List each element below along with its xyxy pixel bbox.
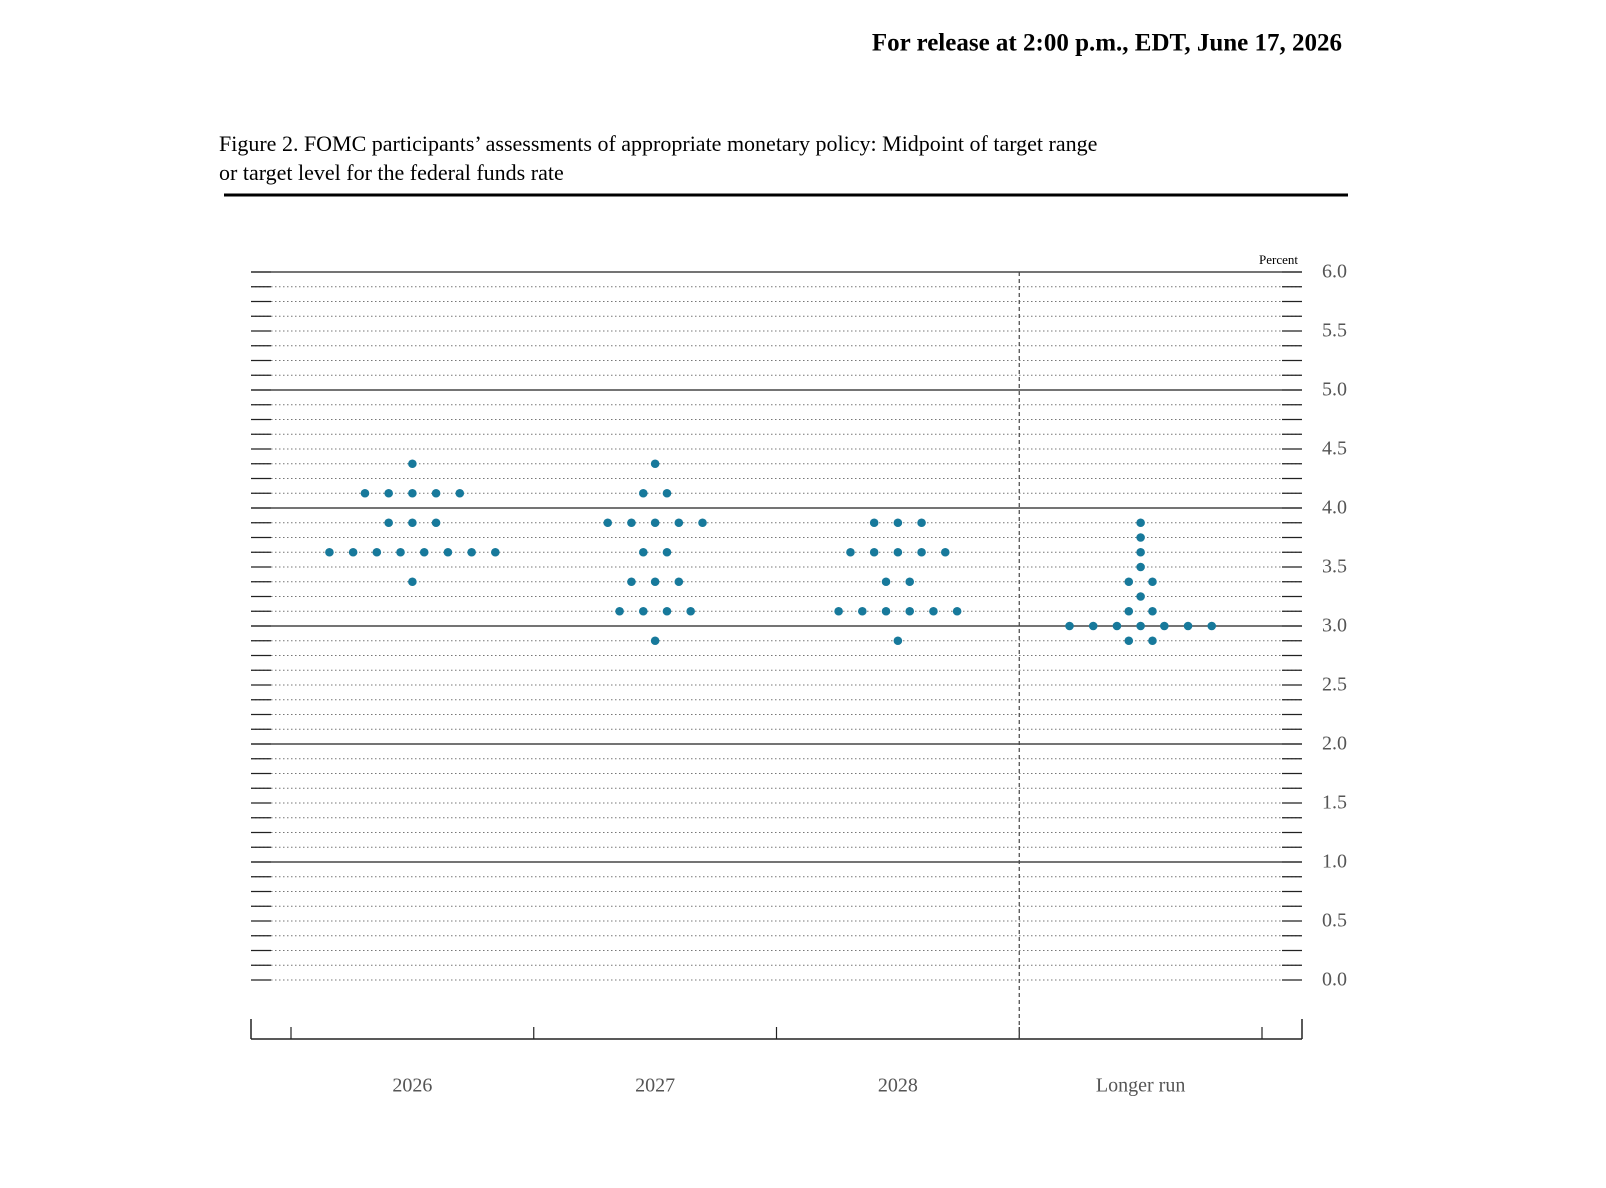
dot — [627, 577, 636, 587]
x-tick-label: 2027 — [635, 1075, 675, 1097]
dot — [881, 606, 891, 616]
y-tick-label: 0.0 — [1322, 969, 1347, 991]
dot — [1065, 621, 1074, 631]
dot — [917, 547, 926, 557]
dot — [638, 606, 648, 616]
y-tick-label: 3.5 — [1322, 556, 1347, 578]
dot — [419, 547, 429, 557]
x-tick-label: 2028 — [878, 1075, 918, 1097]
dot — [869, 547, 879, 557]
dot — [893, 547, 903, 557]
dot — [348, 547, 358, 557]
dot — [1124, 577, 1134, 587]
dot — [1148, 636, 1157, 646]
dot — [408, 459, 417, 469]
dot — [662, 547, 672, 557]
dot — [372, 547, 382, 557]
dot — [431, 488, 441, 498]
dot — [881, 577, 891, 587]
dot — [408, 518, 417, 528]
dot — [1124, 606, 1134, 616]
dot — [1136, 592, 1145, 601]
y-axis-label: Percent — [1259, 252, 1298, 267]
dot — [662, 488, 672, 498]
dot — [603, 518, 613, 528]
dot — [408, 577, 417, 587]
dot — [1136, 621, 1145, 631]
dot — [455, 488, 465, 498]
dot — [929, 606, 938, 616]
y-tick-label: 0.5 — [1322, 910, 1347, 932]
dot — [615, 606, 624, 616]
dot — [650, 518, 660, 528]
y-tick-label: 5.5 — [1322, 320, 1347, 342]
dot — [686, 606, 695, 616]
y-tick-label: 1.5 — [1322, 792, 1347, 814]
x-tick-label: Longer run — [1096, 1075, 1185, 1097]
dot — [1136, 562, 1145, 572]
dot — [1136, 547, 1145, 557]
dot — [846, 547, 855, 557]
dot — [1088, 621, 1098, 631]
dot — [834, 606, 843, 616]
dot — [638, 488, 648, 498]
dot — [1136, 533, 1145, 542]
dot — [384, 488, 393, 498]
y-tick-label: 2.0 — [1322, 733, 1347, 755]
dot — [491, 547, 500, 557]
dot — [638, 547, 648, 557]
y-tick-label: 6.0 — [1322, 261, 1347, 283]
dot — [905, 606, 915, 616]
dot — [431, 518, 441, 528]
x-tick-label: 2026 — [392, 1075, 432, 1097]
dot — [858, 606, 867, 616]
y-tick-label: 4.0 — [1322, 497, 1347, 519]
dot — [674, 577, 684, 587]
dot — [467, 547, 476, 557]
figure-title: Figure 2. FOMC participants’ assessments… — [219, 131, 1097, 156]
dot — [674, 518, 684, 528]
dot — [396, 547, 405, 557]
release-header: For release at 2:00 p.m., EDT, June 17, … — [872, 30, 1342, 57]
figure-title: or target level for the federal funds ra… — [219, 160, 564, 185]
dot — [650, 636, 660, 646]
dot — [1148, 606, 1157, 616]
dot — [662, 606, 672, 616]
dot — [384, 518, 393, 528]
dot — [1148, 577, 1157, 587]
dot — [905, 577, 915, 587]
dot — [1112, 621, 1122, 631]
dot — [325, 547, 334, 557]
dot — [1207, 621, 1217, 631]
dot — [360, 488, 370, 498]
dot — [650, 459, 660, 469]
y-tick-label: 2.5 — [1322, 674, 1347, 696]
dot — [650, 577, 660, 587]
dot — [940, 547, 950, 557]
dot — [1124, 636, 1134, 646]
dot — [408, 488, 417, 498]
dot — [869, 518, 879, 528]
y-tick-label: 5.0 — [1322, 379, 1347, 401]
dot — [952, 606, 962, 616]
dot — [698, 518, 707, 528]
dot — [917, 518, 926, 528]
y-tick-label: 4.5 — [1322, 438, 1347, 460]
dot — [1136, 518, 1145, 528]
dot — [893, 636, 903, 646]
y-tick-label: 1.0 — [1322, 851, 1347, 873]
dot — [893, 518, 903, 528]
dot — [1160, 621, 1169, 631]
dot — [443, 547, 453, 557]
dot — [627, 518, 636, 528]
dot — [1183, 621, 1193, 631]
y-tick-label: 3.0 — [1322, 615, 1347, 637]
